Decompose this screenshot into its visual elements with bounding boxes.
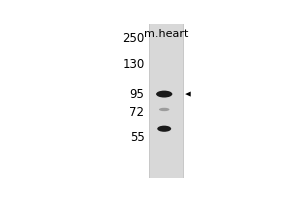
Text: m.heart: m.heart <box>144 29 189 39</box>
Polygon shape <box>185 92 191 97</box>
Text: 250: 250 <box>122 32 145 45</box>
Text: 55: 55 <box>130 131 145 144</box>
Text: 130: 130 <box>122 58 145 71</box>
Ellipse shape <box>156 91 172 98</box>
Ellipse shape <box>157 126 171 132</box>
Text: 72: 72 <box>130 106 145 119</box>
Text: 95: 95 <box>130 88 145 101</box>
Ellipse shape <box>159 108 169 111</box>
Bar <box>149 24 184 178</box>
Bar <box>150 24 183 178</box>
